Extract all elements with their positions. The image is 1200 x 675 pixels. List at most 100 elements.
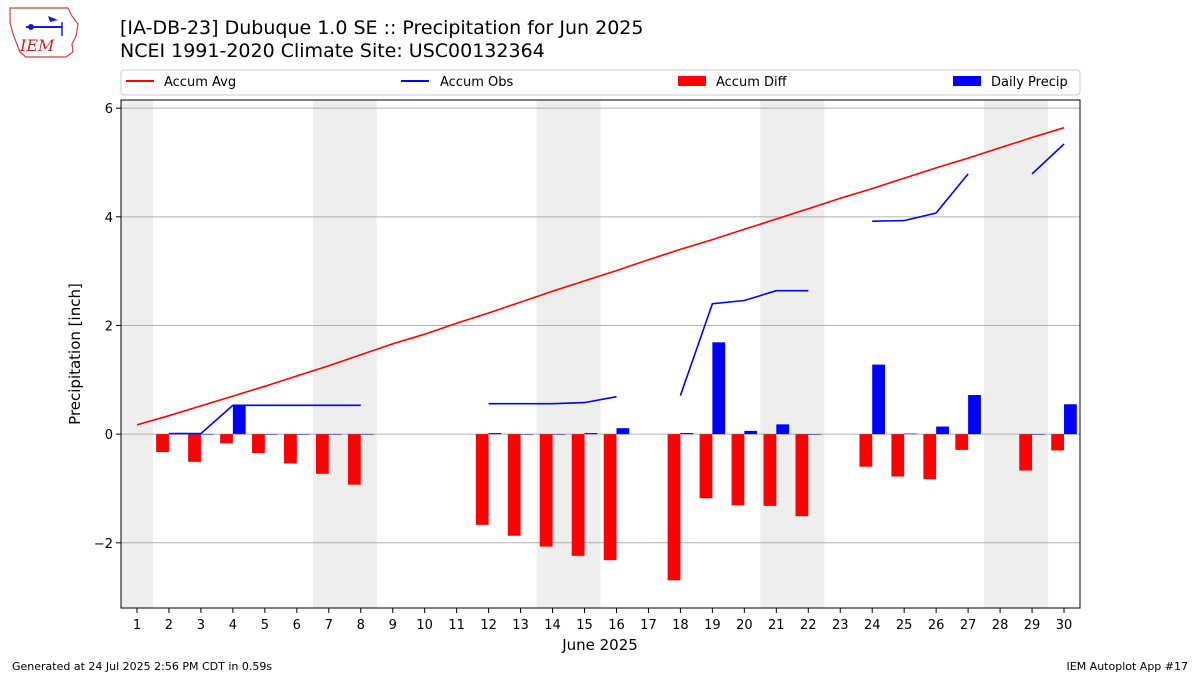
chart-title: [IA-DB-23] Dubuque 1.0 SE :: Precipitati… (120, 17, 644, 39)
accum-diff-bar (539, 434, 553, 547)
x-tick-label: 7 (325, 618, 333, 633)
accum-diff-bar (731, 434, 745, 506)
accum-diff-bar (699, 434, 713, 499)
lines-layer (136, 126, 1065, 435)
x-tick-label: 17 (640, 618, 657, 633)
y-tick-label: 0 (105, 428, 113, 443)
daily-precip-bar (936, 426, 949, 435)
x-tick-label: 3 (197, 618, 205, 633)
accum-diff-bar (795, 434, 809, 517)
accum-diff-bar (667, 434, 681, 581)
legend-item-accum-diff: Accum Diff (678, 75, 788, 90)
app-credit: IEM Autoplot App #17 (1066, 660, 1189, 673)
accum-diff-bar (475, 434, 489, 525)
generated-timestamp: Generated at 24 Jul 2025 2:56 PM CDT in … (12, 660, 273, 673)
x-tick-label: 4 (229, 618, 237, 633)
x-tick-label: 24 (864, 618, 881, 633)
y-tick-label: 4 (105, 211, 113, 226)
accum-diff-bar (1051, 434, 1065, 451)
y-axis-label: Precipitation [inch] (66, 283, 84, 425)
legend-item-daily-precip: Daily Precip (953, 75, 1068, 90)
accum-diff-bar (763, 434, 777, 506)
accum-diff-bar (315, 434, 329, 474)
x-tick-label: 6 (293, 618, 301, 633)
accum-obs-line (168, 404, 361, 435)
accum-avg-line (136, 126, 1065, 426)
accum-diff-bar (603, 434, 617, 561)
x-tick-label: 8 (357, 618, 365, 633)
accum-diff-bar (220, 434, 233, 444)
daily-precip-bar (680, 433, 694, 435)
x-tick-label: 10 (416, 618, 433, 633)
x-tick-label: 27 (960, 618, 977, 633)
accum-diff-bar (252, 434, 265, 454)
x-axis-ticks: 1 2 3 4 5 6 7 8 9 10 11 12 13 14 15 16 17 18 19 20 21 22 23 24 2… (133, 608, 1072, 633)
x-tick-label: 16 (608, 618, 625, 633)
legend-label-accum-avg: Accum Avg (164, 75, 236, 90)
accum-diff-bar (188, 434, 201, 462)
accum-diff-bar (923, 434, 937, 480)
weekend-shading-layer (121, 100, 1049, 608)
accum-diff-bar (891, 434, 905, 477)
x-tick-label: 29 (1024, 618, 1041, 633)
daily-precip-bar (808, 434, 822, 435)
daily-precip-bar (616, 428, 630, 435)
daily-precip-bar (712, 342, 726, 435)
x-tick-label: 21 (768, 618, 785, 633)
weekend-band (312, 100, 345, 608)
legend-label-daily-precip: Daily Precip (991, 75, 1068, 90)
x-tick-label: 15 (576, 618, 593, 633)
daily-precip-bar (744, 430, 758, 435)
daily-precip-bar (296, 434, 310, 435)
x-tick-label: 18 (672, 618, 689, 633)
y-tick-label: −2 (94, 537, 113, 552)
accum-diff-bar (1019, 434, 1033, 471)
x-tick-label: 12 (480, 618, 497, 633)
daily-precip-bar (232, 405, 246, 435)
accum-diff-bar (284, 434, 297, 464)
accum-diff-bar (571, 434, 585, 556)
daily-precip-bar (776, 424, 790, 435)
daily-precip-bar (328, 434, 342, 435)
x-axis-label: June 2025 (561, 636, 638, 654)
plot-frame (120, 99, 1081, 609)
x-tick-label: 19 (704, 618, 721, 633)
x-tick-label: 22 (800, 618, 817, 633)
iem-logo: IEM (9, 7, 79, 58)
accum-obs-line (679, 289, 809, 396)
daily-precip-bar (520, 434, 534, 435)
daily-precip-bar (968, 395, 981, 435)
x-tick-label: 2 (165, 618, 173, 633)
legend-item-accum-avg: Accum Avg (126, 75, 236, 90)
daily-precip-bar (1032, 434, 1045, 435)
daily-precip-bar (200, 434, 214, 435)
daily-precip-bar (584, 433, 598, 435)
daily-precip-bar (1064, 404, 1077, 435)
x-tick-label: 23 (832, 618, 849, 633)
accum-diff-bar (347, 434, 361, 485)
daily-precip-bar (904, 433, 917, 435)
accum-obs-line (872, 173, 969, 222)
weekend-band (760, 100, 793, 608)
x-tick-label: 26 (928, 618, 945, 633)
daily-precip-bar (552, 434, 566, 435)
legend-swatch-daily-precip (953, 76, 981, 86)
accum-diff-bar (859, 434, 873, 467)
x-tick-label: 5 (261, 618, 269, 633)
x-tick-label: 11 (448, 618, 465, 633)
daily-precip-bar (264, 434, 278, 435)
accum-diff-bar (507, 434, 521, 536)
legend-label-accum-obs: Accum Obs (440, 75, 513, 90)
daily-precip-bar (488, 433, 502, 435)
accum-obs-line (488, 395, 617, 405)
chart-subtitle: NCEI 1991-2020 Climate Site: USC00132364 (120, 40, 545, 62)
y-axis-ticks: −2 0 2 4 6 (94, 102, 121, 552)
daily-precip-bar (360, 434, 374, 435)
daily-precip-bar (872, 364, 886, 435)
legend-swatch-accum-diff (678, 76, 706, 86)
x-tick-label: 30 (1056, 618, 1073, 633)
y-tick-label: 2 (105, 319, 113, 334)
accum-diff-bar (156, 434, 169, 453)
accum-obs-line (1031, 143, 1065, 175)
